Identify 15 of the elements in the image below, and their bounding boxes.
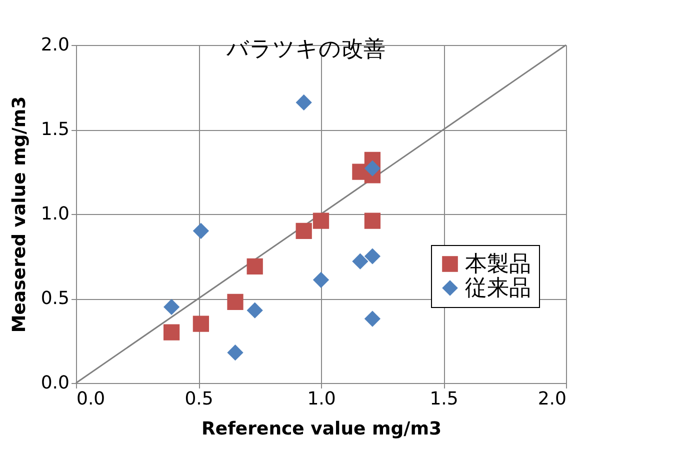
x-axis-title: Reference value mg/m3: [202, 418, 442, 440]
y-tick-label: 2.0: [40, 34, 70, 56]
chart-title: バラツキの改善: [226, 37, 386, 62]
y-axis-title: Measered value mg/m3: [8, 96, 30, 333]
legend-label: 従来品: [465, 276, 531, 301]
x-tick-label: 0.5: [184, 388, 214, 410]
y-tick-label: 1.5: [40, 119, 70, 140]
x-tick-label: 1.5: [430, 388, 458, 410]
y-tick-label: 0.5: [40, 288, 70, 309]
y-tick-label: 0.0: [40, 372, 70, 394]
x-tick-label: 0.0: [76, 388, 106, 410]
legend-label: 本製品: [465, 252, 531, 277]
x-tick-label: 1.0: [307, 388, 336, 410]
x-tick-label: 2.0: [538, 388, 566, 410]
y-tick-label: 1.0: [40, 204, 70, 224]
